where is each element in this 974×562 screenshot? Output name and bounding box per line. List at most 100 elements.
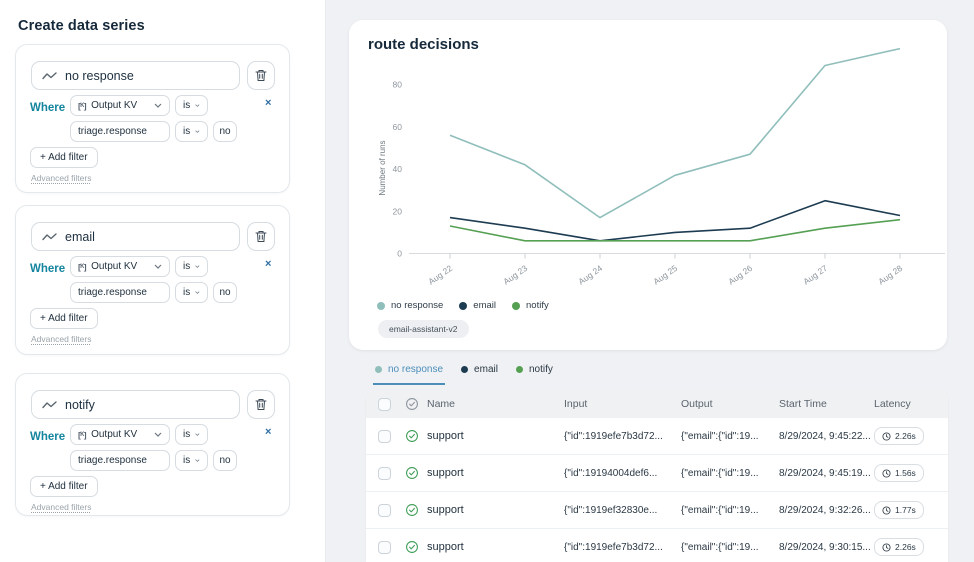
clock-icon [882, 468, 891, 478]
legend-dot [512, 301, 520, 310]
run-start-time: 8/29/2024, 9:32:26... [779, 504, 871, 516]
run-output: {"email":{"id":19... [681, 541, 759, 553]
row-checkbox[interactable] [378, 540, 391, 554]
table-row[interactable]: support {"id":1919efe7b3d72... {"email":… [366, 418, 948, 455]
key-path-input[interactable]: triage.response [70, 121, 170, 142]
operator-dropdown[interactable]: is [175, 95, 208, 116]
filter-value: no [219, 126, 231, 137]
series-name: email [65, 229, 95, 244]
select-all-checkbox[interactable] [378, 397, 391, 411]
status-column-icon [405, 397, 427, 411]
series-card-no-response: no response Where [ᴷ] Output KV is × tri… [15, 44, 290, 193]
header-name: Name [427, 398, 456, 410]
delete-series-button[interactable] [247, 222, 275, 251]
legend-item-email[interactable]: email [459, 300, 496, 311]
tab-email[interactable]: email [459, 362, 500, 385]
table-row[interactable]: support {"id":1919efe7b3d72... {"email":… [366, 529, 948, 562]
remove-filter-icon[interactable]: × [265, 258, 272, 270]
legend-item-notify[interactable]: notify [512, 300, 549, 311]
tab-label: email [474, 364, 498, 375]
add-filter-button[interactable]: + Add filter [30, 476, 98, 497]
filter-value-pill[interactable]: no [213, 121, 237, 142]
kv-icon: [ᴷ] [78, 429, 87, 440]
run-name: support [427, 467, 464, 479]
svg-text:Aug 24: Aug 24 [576, 263, 604, 287]
operator-dropdown[interactable]: is [175, 256, 208, 277]
key-operator-dropdown[interactable]: is [175, 282, 208, 303]
page-title: Create data series [18, 18, 145, 34]
add-filter-button[interactable]: + Add filter [30, 147, 98, 168]
chevron-down-icon [154, 432, 162, 437]
field-dropdown-value: Output KV [91, 261, 138, 272]
tab-no-response[interactable]: no response [373, 362, 446, 385]
run-input: {"id":1919efe7b3d72... [564, 541, 663, 553]
header-input: Input [564, 398, 588, 410]
series-name-input[interactable]: notify [31, 390, 240, 419]
series-name-input[interactable]: no response [31, 61, 240, 90]
advanced-filters-link[interactable]: Advanced filters [31, 173, 92, 183]
add-filter-button[interactable]: + Add filter [30, 308, 98, 329]
run-output: {"email":{"id":19... [681, 504, 759, 516]
series-name-input[interactable]: email [31, 222, 240, 251]
chevron-down-icon [154, 264, 162, 269]
tab-notify[interactable]: notify [514, 362, 555, 385]
latency-value: 2.26s [895, 542, 916, 552]
where-label: Where [30, 263, 66, 275]
latency-badge: 1.56s [874, 464, 924, 482]
legend-dot [377, 301, 385, 310]
operator-value: is [183, 261, 191, 272]
legend-label: notify [526, 300, 549, 311]
row-checkbox[interactable] [378, 466, 391, 480]
run-name: support [427, 430, 464, 442]
row-checkbox[interactable] [378, 429, 391, 443]
run-start-time: 8/29/2024, 9:45:19... [779, 467, 871, 479]
run-input: {"id":19194004def6... [564, 467, 658, 479]
key-operator-dropdown[interactable]: is [175, 450, 208, 471]
key-operator-dropdown[interactable]: is [175, 121, 208, 142]
field-dropdown[interactable]: [ᴷ] Output KV [70, 256, 170, 277]
delete-series-button[interactable] [247, 61, 275, 90]
legend-label: email [473, 300, 496, 311]
remove-filter-icon[interactable]: × [265, 426, 272, 438]
success-status-icon [405, 503, 427, 517]
svg-text:Aug 25: Aug 25 [651, 263, 679, 287]
advanced-filters-link[interactable]: Advanced filters [31, 502, 92, 512]
latency-value: 1.77s [895, 505, 916, 515]
filter-value: no [219, 287, 231, 298]
latency-badge: 1.77s [874, 501, 924, 519]
line-series-icon [42, 232, 57, 240]
key-path-input[interactable]: triage.response [70, 282, 170, 303]
filter-value-pill[interactable]: no [213, 450, 237, 471]
table-row[interactable]: support {"id":19194004def6... {"email":{… [366, 455, 948, 492]
field-dropdown[interactable]: [ᴷ] Output KV [70, 95, 170, 116]
line-series-icon [42, 71, 57, 79]
advanced-filters-link[interactable]: Advanced filters [31, 334, 92, 344]
run-start-time: 8/29/2024, 9:45:22... [779, 430, 871, 442]
where-label: Where [30, 431, 66, 443]
row-checkbox[interactable] [378, 503, 391, 517]
success-status-icon [405, 466, 427, 480]
remove-filter-icon[interactable]: × [265, 97, 272, 109]
run-output: {"email":{"id":19... [681, 430, 759, 442]
filter-value-pill[interactable]: no [213, 282, 237, 303]
svg-text:Aug 23: Aug 23 [501, 263, 529, 287]
kv-icon: [ᴷ] [78, 261, 87, 272]
table-row[interactable]: support {"id":1919ef32830e... {"email":{… [366, 492, 948, 529]
operator-value: is [183, 100, 191, 111]
key-path-value: triage.response [78, 287, 147, 298]
field-dropdown[interactable]: [ᴷ] Output KV [70, 424, 170, 445]
operator-dropdown[interactable]: is [175, 424, 208, 445]
chevron-down-icon [195, 291, 200, 294]
key-operator-value: is [183, 287, 191, 298]
legend-item-no-response[interactable]: no response [377, 300, 443, 311]
delete-series-button[interactable] [247, 390, 275, 419]
chevron-down-icon [195, 130, 200, 133]
clock-icon [882, 431, 891, 441]
run-output: {"email":{"id":19... [681, 467, 759, 479]
key-operator-value: is [183, 455, 191, 466]
key-path-input[interactable]: triage.response [70, 450, 170, 471]
svg-text:80: 80 [393, 80, 403, 90]
chevron-down-icon [195, 104, 200, 107]
run-name: support [427, 541, 464, 553]
svg-text:Aug 27: Aug 27 [801, 263, 829, 287]
